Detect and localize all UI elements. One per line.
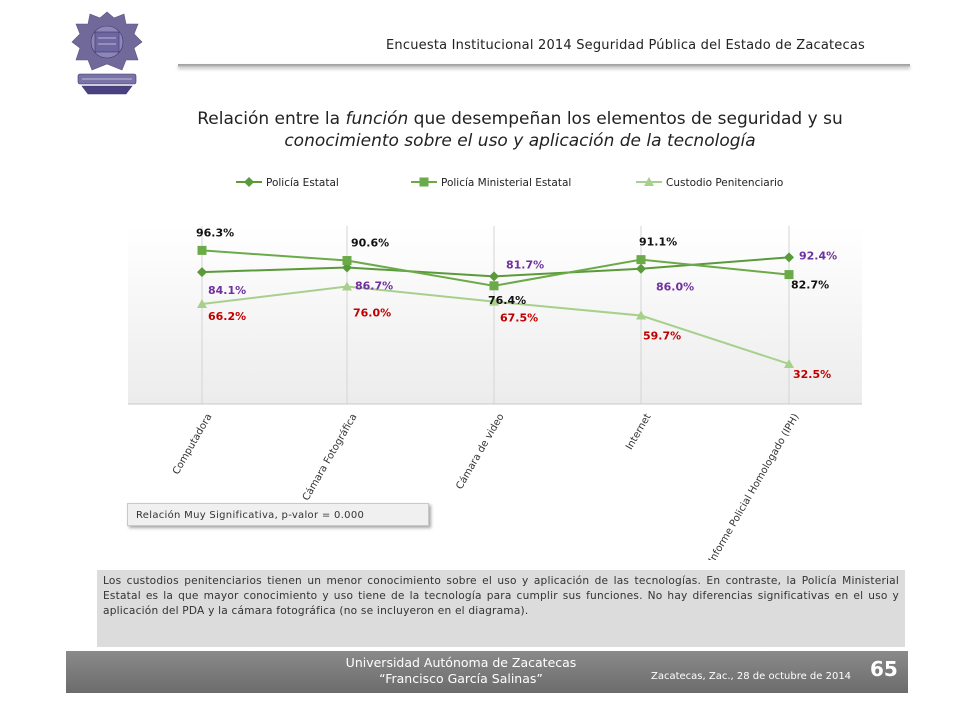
legend-label: Custodio Penitenciario [666, 177, 783, 189]
legend-item-1: Policía Ministerial Estatal [411, 177, 571, 189]
data-point-s2-2 [489, 296, 499, 306]
footer-university: Universidad Autónoma de Zacatecas “Franc… [276, 655, 646, 687]
legend-item-2: Custodio Penitenciario [636, 177, 783, 189]
data-label-s1-4: 82.7% [791, 279, 829, 292]
x-tick-label-4: Informe Policial Homologado (IPH) [707, 412, 802, 560]
legend-marker [419, 177, 429, 187]
data-label-s0-2: 81.7% [506, 258, 544, 271]
data-label-s1-2: 76.4% [488, 294, 526, 307]
slide-title: Relación entre la función que desempeñan… [150, 108, 890, 152]
legend-label: Policía Ministerial Estatal [441, 177, 571, 189]
significance-note: Relación Muy Significativa, p-valor = 0.… [127, 503, 429, 526]
x-tick-label-2: Cámara de video [454, 412, 507, 492]
data-label-s0-1: 86.7% [355, 279, 393, 292]
footer-place-date: Zacatecas, Zac., 28 de octubre de 2014 [651, 671, 852, 682]
x-tick-label-0: Computadora [171, 412, 215, 477]
data-label-s2-4: 32.5% [793, 368, 831, 381]
data-point-s2-0 [197, 298, 207, 308]
data-label-s1-3: 91.1% [639, 236, 677, 249]
data-label-s2-1: 76.0% [353, 307, 391, 320]
data-label-s0-0: 84.1% [208, 284, 246, 297]
data-point-s2-3 [636, 310, 646, 320]
chart-legend: Policía Estatal Policía Ministerial Estat… [236, 177, 783, 189]
slide-title-line-2: conocimiento sobre el uso y aplicación d… [284, 131, 756, 151]
legend-marker [244, 177, 254, 187]
data-point-s1-3 [636, 255, 646, 265]
university-name: Universidad Autónoma de Zacatecas [345, 655, 577, 670]
x-tick-label-3: Internet [624, 412, 653, 452]
data-point-s2-4 [784, 358, 794, 368]
data-label-s2-0: 66.2% [208, 310, 246, 323]
x-tick-label-1: Cámara Fotográfica [300, 412, 360, 503]
line-chart: Policía Estatal Policía Ministerial Estat… [128, 177, 862, 560]
footer-bar: Universidad Autónoma de Zacatecas “Franc… [66, 651, 908, 693]
data-point-s0-0 [197, 267, 207, 278]
data-point-s0-3 [636, 263, 646, 274]
slide-title-line-1: Relación entre la función que desempeñan… [197, 109, 843, 129]
data-point-s0-2 [489, 271, 499, 282]
header-title: Encuesta Institucional 2014 Seguridad Pú… [386, 38, 865, 53]
data-point-s1-2 [489, 281, 499, 291]
plot-area [128, 226, 862, 404]
header-divider [178, 64, 910, 67]
legend-marker [644, 177, 654, 186]
university-subtitle: “Francisco García Salinas” [379, 671, 543, 686]
data-point-s0-4 [784, 252, 794, 263]
data-label-s0-4: 92.4% [799, 249, 837, 262]
data-point-s2-1 [342, 281, 352, 291]
legend-item-0: Policía Estatal [236, 177, 339, 189]
legend-label: Policía Estatal [266, 177, 339, 189]
data-label-s1-1: 90.6% [351, 237, 389, 250]
conclusion-text: Los custodios penitenciarios tienen un m… [97, 570, 905, 647]
data-label-s2-3: 59.7% [643, 330, 681, 343]
data-point-s1-4 [784, 270, 794, 280]
page-number: 65 [870, 657, 898, 681]
data-label-s2-2: 67.5% [500, 312, 538, 325]
university-seal-icon [71, 11, 143, 95]
data-point-s1-1 [342, 256, 352, 266]
data-point-s1-0 [197, 245, 207, 255]
data-label-s0-3: 86.0% [656, 281, 694, 294]
data-label-s1-0: 96.3% [196, 226, 234, 239]
